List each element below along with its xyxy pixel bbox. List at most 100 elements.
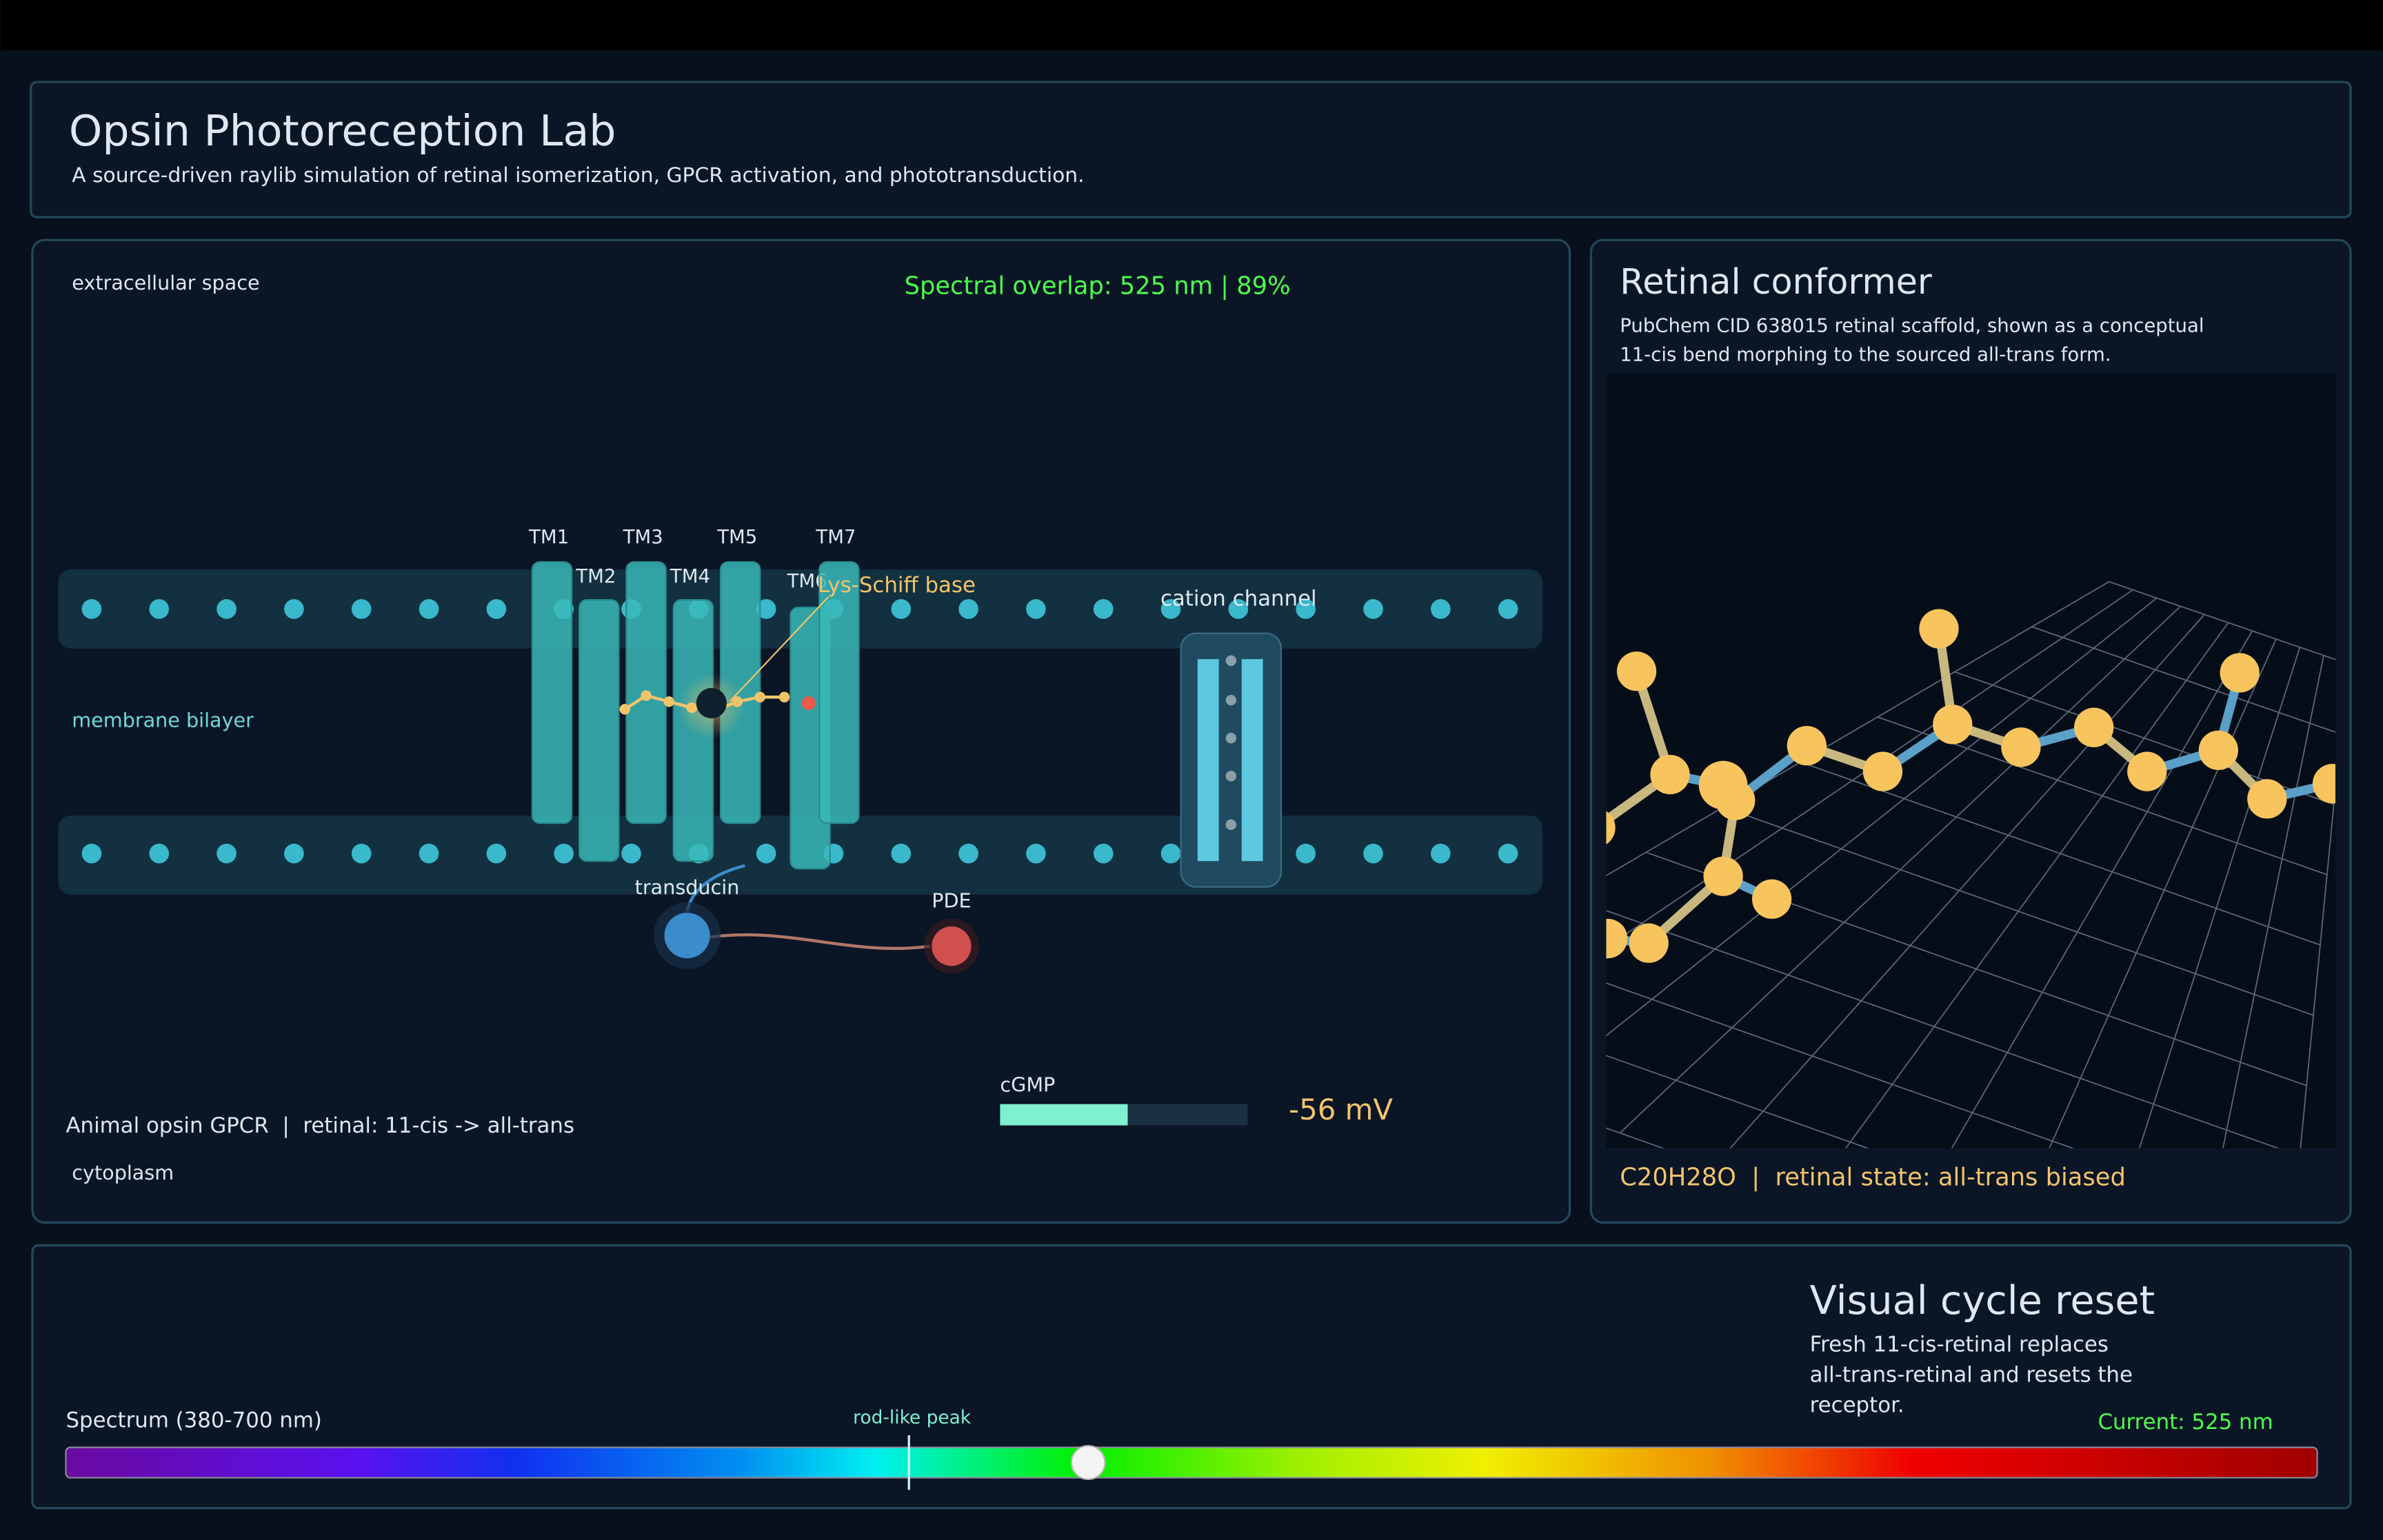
region-label: extracellular space bbox=[72, 271, 259, 294]
spectral-overlap: Spectral overlap: 525 nm | 89% bbox=[905, 272, 1291, 300]
lipid-head bbox=[217, 599, 237, 619]
atom bbox=[2247, 779, 2287, 819]
reset-panel bbox=[31, 1244, 2352, 1510]
app-subtitle: A source-driven raylib simulation of ret… bbox=[72, 163, 1084, 188]
atom bbox=[1787, 726, 1827, 766]
channel-subunit bbox=[1241, 659, 1263, 862]
lipid-head bbox=[958, 599, 978, 619]
lipid-head bbox=[419, 843, 439, 864]
lipid-head bbox=[1498, 843, 1518, 864]
reset-description: receptor. bbox=[1810, 1393, 1904, 1418]
pore-ion bbox=[1225, 819, 1236, 831]
lipid-head bbox=[1228, 599, 1249, 619]
atom bbox=[2198, 730, 2238, 770]
lipid-head bbox=[284, 843, 304, 864]
pore-ion bbox=[1225, 694, 1236, 706]
lipid-head bbox=[1296, 843, 1316, 864]
pore-ion bbox=[1225, 771, 1236, 782]
cgmp-label: cGMP bbox=[1000, 1073, 1055, 1096]
retinal-atom bbox=[641, 690, 652, 701]
atom bbox=[2220, 653, 2260, 693]
lipid-head bbox=[1160, 599, 1181, 619]
atom bbox=[2001, 727, 2041, 767]
pore-ion bbox=[1225, 655, 1236, 667]
grid-line bbox=[2222, 655, 2324, 1148]
top-bar bbox=[0, 0, 2383, 50]
binding-pocket bbox=[696, 688, 727, 719]
grid-line bbox=[2300, 782, 2335, 1148]
atom bbox=[1616, 651, 1657, 691]
reset-description: all-trans-retinal and resets the bbox=[1810, 1363, 2133, 1388]
lipid-head bbox=[1363, 843, 1383, 864]
atom bbox=[1629, 923, 1669, 963]
atom bbox=[2127, 751, 2167, 791]
lipid-head bbox=[81, 599, 102, 619]
lysine bbox=[801, 696, 816, 710]
retinal-atom bbox=[663, 696, 674, 707]
atom bbox=[2312, 764, 2335, 804]
grid-line bbox=[2138, 647, 2301, 1148]
channel-label: cation channel bbox=[1160, 587, 1317, 611]
lipid-head bbox=[149, 599, 170, 619]
grid-line bbox=[1951, 630, 2253, 1148]
helix-label: TM1 bbox=[528, 526, 569, 548]
spectrum-slider[interactable] bbox=[65, 1446, 2318, 1479]
lipid-head bbox=[756, 843, 776, 864]
atom bbox=[2074, 707, 2114, 747]
lipid-head bbox=[1026, 599, 1046, 619]
helix bbox=[531, 561, 573, 824]
lipid-head bbox=[1296, 599, 1316, 619]
schiff-base-label: Lys-Schiff base bbox=[818, 573, 976, 598]
grid-line bbox=[1722, 807, 2314, 1016]
lipid-head bbox=[351, 599, 372, 619]
lipid-head bbox=[756, 599, 776, 619]
lipid-head bbox=[419, 599, 439, 619]
transducin-label: transducin bbox=[635, 875, 740, 899]
atom bbox=[1703, 856, 1743, 896]
conformer-status: C20H28O | retinal state: all-trans biase… bbox=[1620, 1164, 2126, 1192]
lipid-head bbox=[351, 843, 372, 864]
lipid-head bbox=[1026, 843, 1046, 864]
reset-description: Fresh 11-cis-retinal replaces bbox=[1810, 1332, 2109, 1357]
grid-line bbox=[1606, 910, 2280, 1148]
helix bbox=[818, 561, 860, 824]
channel-subunit bbox=[1197, 659, 1219, 862]
header-panel bbox=[30, 81, 2352, 219]
grid-line bbox=[1606, 1055, 1869, 1148]
spectrum-label: Spectrum (380-700 nm) bbox=[66, 1408, 321, 1433]
retinal-atom bbox=[732, 696, 743, 707]
transducin bbox=[664, 913, 710, 959]
atom bbox=[1862, 751, 1903, 791]
signal-link bbox=[710, 933, 931, 951]
helix bbox=[579, 599, 620, 862]
region-label: membrane bilayer bbox=[72, 708, 254, 731]
pore-ion bbox=[1225, 733, 1236, 744]
conformer-description: PubChem CID 638015 retinal scaffold, sho… bbox=[1620, 315, 2204, 337]
region-label: cytoplasm bbox=[72, 1161, 174, 1184]
current-wavelength: Current: 525 nm bbox=[2098, 1410, 2273, 1435]
retinal-atom bbox=[619, 704, 630, 715]
atom bbox=[1919, 609, 1959, 649]
atom bbox=[1716, 780, 1756, 820]
helix-label: TM3 bbox=[623, 526, 663, 548]
lipid-head bbox=[554, 843, 574, 864]
retinal-atom bbox=[778, 691, 790, 702]
retinal-atom bbox=[686, 702, 697, 713]
lipid-head bbox=[149, 843, 170, 864]
conformer-description: 11-cis bend morphing to the sourced all-… bbox=[1620, 344, 2111, 366]
lipid-head bbox=[81, 843, 102, 864]
peak-label: rod-like peak bbox=[853, 1407, 972, 1428]
app-title: Opsin Photoreception Lab bbox=[69, 106, 616, 156]
pde-label: PDE bbox=[932, 889, 971, 913]
atom bbox=[1650, 754, 1690, 795]
lipid-head bbox=[1498, 599, 1518, 619]
lipid-head bbox=[486, 843, 507, 864]
membrane-voltage: -56 mV bbox=[1289, 1093, 1393, 1126]
lipid-head bbox=[1430, 843, 1451, 864]
lipid-head bbox=[621, 843, 641, 864]
lipid-head bbox=[1430, 599, 1451, 619]
slider-thumb[interactable] bbox=[1070, 1445, 1106, 1480]
